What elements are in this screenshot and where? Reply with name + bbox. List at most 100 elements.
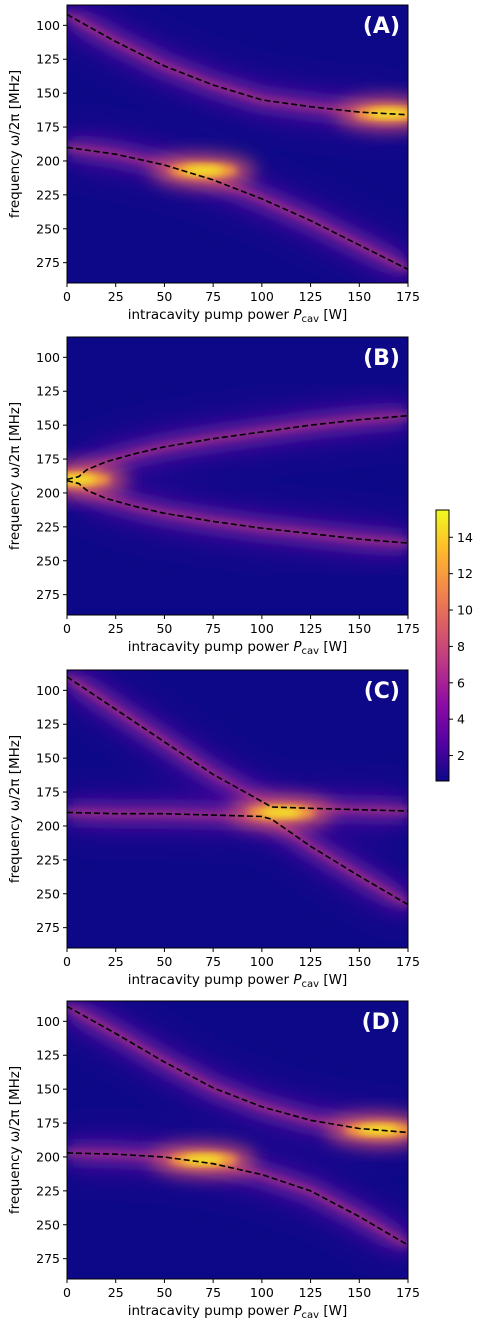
dashed-curve-2 (67, 146, 408, 271)
y-tick-label: 200 (36, 1149, 60, 1164)
highlight-spot (151, 1143, 256, 1176)
y-tick-label: 200 (36, 485, 60, 500)
plot-frame (66, 336, 409, 616)
y-tick-label: 175 (36, 785, 60, 800)
x-tick-label: 100 (250, 1285, 274, 1300)
y-tick-label: 250 (36, 1217, 60, 1232)
y-tick-label: 250 (36, 886, 60, 901)
y-tick-label: 200 (36, 153, 60, 168)
x-tick-label: 0 (63, 954, 71, 969)
x-tick-label: 50 (156, 954, 172, 969)
x-tick-label: 25 (108, 289, 124, 304)
y-axis-label: frequency ω/2π [MHz] (7, 70, 23, 218)
dashed-curve-1 (67, 13, 408, 116)
x-tick-label: 0 (63, 289, 71, 304)
colorbar-tick-label: 8 (457, 639, 465, 654)
x-tick-label: 0 (63, 1285, 71, 1300)
x-axis-label: intracavity pump power Pcav [W] (128, 307, 347, 325)
y-tick-label: 125 (36, 717, 60, 732)
y-axis-label: frequency ω/2π [MHz] (7, 1066, 23, 1214)
dashed-curve-1 (67, 414, 408, 481)
x-tick-label: 25 (108, 1285, 124, 1300)
y-tick-label: 225 (36, 519, 60, 534)
dashed-curve-2 (67, 811, 408, 906)
x-tick-label: 175 (396, 289, 420, 304)
x-tick-label: 50 (156, 289, 172, 304)
y-tick-label: 275 (36, 920, 60, 935)
y-tick-label: 250 (36, 553, 60, 568)
x-tick-label: 25 (108, 621, 124, 636)
x-axis-label: intracavity pump power Pcav [W] (128, 1303, 347, 1321)
colorbar-tick-label: 12 (457, 566, 473, 581)
y-tick-label: 125 (36, 384, 60, 399)
highlight-spot (336, 97, 408, 130)
y-tick-label: 225 (36, 852, 60, 867)
colorbar-tick-label: 4 (457, 712, 465, 727)
x-tick-label: 175 (396, 621, 420, 636)
colorbar: 2 4 6 8 10 12 14 (435, 509, 473, 782)
panel-label: (B) (363, 346, 400, 371)
highlight-spot (326, 1113, 408, 1146)
x-tick-label: 125 (299, 621, 323, 636)
panels-layer: 0 25 50 75 100 125 150 175100125150175200225250… (7, 4, 420, 1321)
x-tick-label: 125 (299, 289, 323, 304)
y-tick-label: 150 (36, 86, 60, 101)
plot-frame (66, 1000, 409, 1280)
highlight-spot (151, 154, 256, 187)
x-tick-label: 75 (205, 1285, 221, 1300)
x-tick-label: 125 (299, 1285, 323, 1300)
colorbar-tick-label: 14 (457, 530, 473, 545)
heatmap (67, 337, 408, 615)
panel-3: 0 25 50 75 100 125 150 175 100 125 150 175 200 225 250… (7, 669, 420, 990)
dashed-curve-1 (67, 1005, 408, 1134)
y-tick-label: 100 (36, 18, 60, 33)
y-tick-label: 200 (36, 818, 60, 833)
y-tick-label: 150 (36, 751, 60, 766)
y-tick-label: 225 (36, 1183, 60, 1198)
x-tick-label: 0 (63, 621, 71, 636)
x-tick-label: 150 (347, 1285, 371, 1300)
x-axis-label: intracavity pump power Pcav [W] (128, 639, 347, 657)
y-tick-label: 225 (36, 187, 60, 202)
heatmap (67, 670, 408, 948)
x-tick-label: 150 (347, 954, 371, 969)
y-tick-label: 175 (36, 452, 60, 467)
y-tick-label: 125 (36, 1048, 60, 1063)
x-tick-label: 75 (205, 289, 221, 304)
panel-2: 0 25 50 75 100 125 150 175 100 125 150 175 200 225 250… (7, 336, 420, 657)
y-tick-label: 100 (36, 350, 60, 365)
y-tick-label: 100 (36, 683, 60, 698)
highlight-spot (229, 796, 334, 829)
panel-label: (D) (362, 1010, 400, 1035)
y-tick-label: 250 (36, 221, 60, 236)
y-axis-label: frequency ω/2π [MHz] (7, 402, 23, 550)
y-tick-label: 175 (36, 120, 60, 135)
y-tick-label: 275 (36, 587, 60, 602)
x-tick-label: 75 (205, 621, 221, 636)
x-tick-label: 50 (156, 621, 172, 636)
x-tick-label: 75 (205, 954, 221, 969)
x-tick-label: 100 (250, 289, 274, 304)
colorbar-tick-label: 6 (457, 675, 465, 690)
dashed-curve-2 (67, 1152, 408, 1246)
x-tick-label: 100 (250, 954, 274, 969)
x-tick-label: 50 (156, 1285, 172, 1300)
panel-1: 0 25 50 75 100 125 150 175 100 125 150 175 200 225 250… (7, 4, 420, 325)
x-axis-label: intracavity pump power Pcav [W] (128, 972, 347, 990)
x-tick-label: 175 (396, 954, 420, 969)
plot-frame (66, 669, 409, 949)
panel-4: 0 25 50 75 100 125 150 175 100 125 150 175 200 225 250… (7, 1000, 420, 1321)
x-tick-label: 25 (108, 954, 124, 969)
y-tick-label: 275 (36, 1251, 60, 1266)
y-axis-label: frequency ω/2π [MHz] (7, 735, 23, 883)
x-tick-label: 150 (347, 289, 371, 304)
colorbar-tick-label: 2 (457, 748, 465, 763)
heatmap (67, 1001, 408, 1279)
x-tick-label: 100 (250, 621, 274, 636)
y-tick-label: 275 (36, 255, 60, 270)
x-tick-label: 150 (347, 621, 371, 636)
x-tick-label: 125 (299, 954, 323, 969)
y-tick-label: 175 (36, 1116, 60, 1131)
y-tick-label: 150 (36, 418, 60, 433)
